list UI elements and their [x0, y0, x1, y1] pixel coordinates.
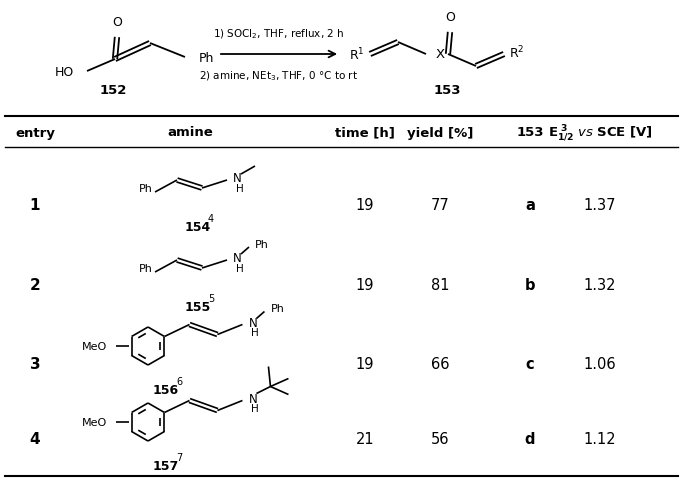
Text: 156: 156	[153, 383, 179, 396]
Text: R$^1$: R$^1$	[350, 46, 365, 63]
Text: d: d	[525, 432, 535, 447]
Text: 157: 157	[153, 459, 179, 472]
Text: 1.12: 1.12	[584, 432, 616, 447]
Text: H: H	[236, 263, 244, 273]
Text: R$^2$: R$^2$	[509, 45, 525, 61]
Text: H: H	[236, 183, 244, 194]
Text: 153: 153	[433, 83, 461, 96]
Text: 1) SOCl$_2$, THF, reflux, 2 h: 1) SOCl$_2$, THF, reflux, 2 h	[213, 27, 345, 41]
Text: X: X	[436, 48, 445, 61]
Text: Ph: Ph	[139, 183, 153, 194]
Text: HO: HO	[55, 65, 74, 78]
Text: 1.37: 1.37	[584, 197, 616, 212]
Text: Ph: Ph	[270, 304, 284, 314]
Text: MeO: MeO	[82, 341, 107, 351]
Text: 77: 77	[430, 197, 449, 212]
Text: 7: 7	[176, 452, 182, 462]
Text: 5: 5	[208, 293, 214, 303]
Text: H: H	[251, 328, 260, 338]
Text: 1.32: 1.32	[584, 277, 616, 292]
Text: O: O	[445, 11, 455, 24]
Text: Ph: Ph	[255, 240, 269, 249]
Text: 154: 154	[185, 221, 211, 233]
Text: 4: 4	[208, 213, 214, 224]
Text: N: N	[233, 172, 242, 185]
Text: Ph: Ph	[139, 263, 153, 273]
Text: 19: 19	[356, 277, 374, 292]
Text: O: O	[112, 16, 122, 29]
Text: Ph: Ph	[199, 51, 214, 64]
Text: N: N	[249, 392, 257, 405]
Text: 1: 1	[30, 197, 40, 212]
Text: amine: amine	[167, 126, 213, 139]
Text: 56: 56	[431, 432, 449, 447]
Text: N: N	[233, 252, 242, 265]
Text: N: N	[249, 317, 257, 329]
Text: MeO: MeO	[82, 417, 107, 427]
Text: $\mathbf{E_{1/2}^{\ 3}}$ $\mathit{vs}$ $\mathbf{SCE\ [V]}$: $\mathbf{E_{1/2}^{\ 3}}$ $\mathit{vs}$ $…	[548, 123, 652, 143]
Text: entry: entry	[15, 126, 55, 139]
Text: c: c	[526, 357, 534, 372]
Text: 152: 152	[99, 83, 126, 96]
Text: 2: 2	[29, 277, 40, 292]
Text: 21: 21	[356, 432, 374, 447]
Text: 81: 81	[431, 277, 449, 292]
Text: 19: 19	[356, 357, 374, 372]
Text: 66: 66	[431, 357, 449, 372]
Text: 155: 155	[185, 301, 211, 313]
Text: 153: 153	[516, 126, 544, 139]
Text: 2) amine, NEt$_3$, THF, 0 °C to rt: 2) amine, NEt$_3$, THF, 0 °C to rt	[199, 69, 359, 82]
Text: 19: 19	[356, 197, 374, 212]
Text: time [h]: time [h]	[335, 126, 395, 139]
Text: 3: 3	[29, 357, 40, 372]
Text: H: H	[251, 404, 260, 414]
Text: yield [%]: yield [%]	[407, 126, 473, 139]
Text: 6: 6	[176, 376, 182, 386]
Text: a: a	[525, 197, 535, 212]
Text: 1.06: 1.06	[584, 357, 616, 372]
Text: 4: 4	[29, 432, 40, 447]
Text: b: b	[525, 277, 535, 292]
